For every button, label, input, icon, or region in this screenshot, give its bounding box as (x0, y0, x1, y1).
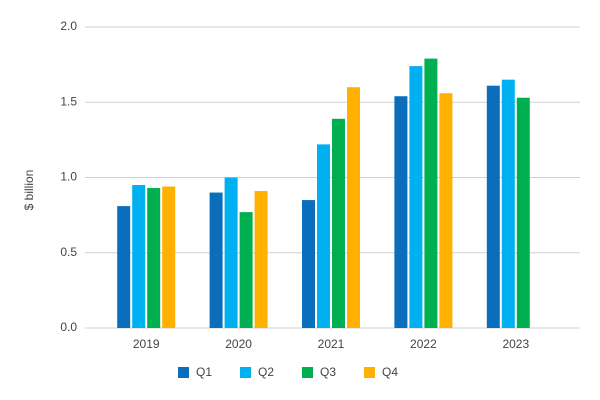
bar (516, 97, 530, 328)
bar (486, 85, 500, 328)
y-tick-label: 2.0 (60, 19, 77, 33)
bar (332, 118, 345, 329)
bar (162, 186, 176, 328)
legend-label: Q4 (382, 365, 398, 379)
legend-swatch (302, 367, 313, 378)
y-tick-label: 1.0 (60, 170, 77, 184)
bar (239, 212, 253, 328)
legend-swatch (178, 367, 189, 378)
y-tick-label: 1.5 (60, 94, 77, 108)
bar (302, 200, 315, 328)
legend-label: Q1 (196, 365, 212, 379)
x-tick-label: 2022 (410, 337, 437, 351)
bar (147, 188, 161, 328)
legend-swatch (364, 367, 375, 378)
bar (317, 144, 330, 328)
bar (501, 79, 515, 328)
y-tick-label: 0.5 (60, 245, 77, 259)
y-axis-label: $ billion (22, 170, 36, 211)
x-tick-label: 2021 (318, 337, 345, 351)
x-tick-label: 2023 (502, 337, 529, 351)
bar (117, 206, 131, 328)
bar (132, 185, 146, 328)
legend-label: Q3 (320, 365, 336, 379)
y-tick-label: 0.0 (60, 320, 77, 334)
x-tick-label: 2020 (225, 337, 252, 351)
bar (347, 87, 360, 328)
bar (424, 58, 438, 328)
legend-swatch (240, 367, 251, 378)
bar (224, 177, 238, 328)
bar (394, 96, 408, 328)
legend-label: Q2 (258, 365, 274, 379)
x-tick-label: 2019 (133, 337, 160, 351)
bar (409, 66, 423, 328)
bar (439, 93, 453, 328)
bar (254, 191, 268, 328)
bar (209, 192, 223, 328)
